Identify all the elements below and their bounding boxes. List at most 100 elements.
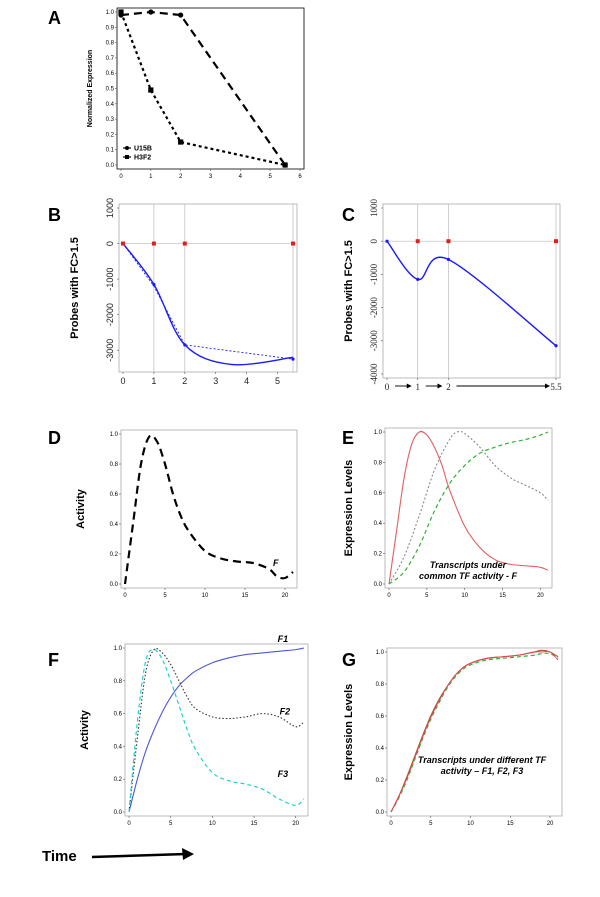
chart-d: 0.0 0.2 0.4 0.6 0.8 1.0 0 5 10 15 20 Activity F: [75, 429, 298, 599]
y-tick-label: 0.2: [106, 132, 115, 138]
x-tick-label: 0: [119, 174, 123, 180]
y-axis-label: Expression Levels: [343, 460, 355, 557]
y-tick-label: 0.6: [114, 712, 123, 718]
blue-point-marker: [446, 257, 451, 262]
legend-circle-marker: [125, 146, 129, 150]
series-line-h3f2: [119, 11, 286, 167]
square-marker: [282, 162, 288, 168]
y-tick-label: -3000: [105, 339, 115, 362]
plot-frame: [384, 427, 553, 589]
y-axis-label: Probes with FC>1.5: [343, 240, 355, 342]
blue-point-marker: [385, 239, 389, 243]
circle-marker: [178, 12, 184, 18]
panel-letter-a: A: [48, 8, 61, 28]
y-tick-label: -2000: [369, 297, 379, 318]
y-tick-label: 0.4: [110, 522, 119, 528]
y-tick-label: 0.8: [110, 462, 119, 468]
plot-frame: [386, 647, 563, 817]
x-tick-label: 20: [537, 593, 544, 599]
chart-a: 0.0 0.1 0.2 0.3 0.4 0.5 0.6 0.7 0.8 0.9 1.0 0 1 2 3 4 5 6…: [87, 7, 305, 180]
series-line-2: [390, 650, 559, 813]
x-tick-label: 2: [182, 376, 187, 386]
y-tick-label: 1.0: [106, 10, 115, 16]
x-tick-label: 2: [446, 382, 451, 392]
y-tick-label: 0.1: [106, 148, 115, 154]
y-tick-label: 0: [369, 238, 379, 243]
y-axis-label: Probes with FC>1.5: [69, 237, 81, 339]
red-marker: [291, 241, 295, 246]
curve-label-f1: F1: [278, 634, 289, 644]
series-line-f3: [128, 649, 305, 813]
x-tick-label: 1: [151, 376, 156, 386]
curve-label-f3: F3: [278, 769, 289, 779]
y-tick-label: 0: [105, 241, 115, 246]
series-line-1: [390, 652, 559, 813]
y-tick-label: 0.6: [374, 491, 383, 497]
series-line-u15b: [120, 10, 286, 166]
y-tick-label: -3000: [369, 330, 379, 351]
y-tick-label: 0.6: [110, 492, 119, 498]
y-tick-label: 0.2: [114, 777, 123, 783]
annotation-text: Transcripts under different TF activity –…: [418, 755, 547, 776]
y-tick-label: -1000: [369, 263, 379, 284]
plot-frame: [124, 643, 309, 817]
plot-frame: [118, 203, 298, 373]
series-line-1: [122, 243, 294, 360]
legend-label: H3F2: [134, 155, 151, 162]
chart-f: 0.0 0.2 0.4 0.6 0.8 1.0 0 5 10 15 20 Activity F1 F2 F3: [79, 634, 309, 827]
panel-letter-f: F: [48, 650, 59, 670]
y-tick-label: -4000: [369, 363, 379, 384]
y-tick-label: 0.4: [376, 746, 385, 752]
x-tick-label: 5: [275, 376, 280, 386]
x-tick-label: 0: [127, 821, 131, 827]
y-tick-label: 1.0: [376, 650, 385, 656]
chart-b: 1000 0 -1000 -2000 -3000 0 1 2 3 4 5 Probes with FC…: [69, 198, 298, 386]
y-tick-label: 1.0: [374, 430, 383, 436]
red-marker: [415, 239, 420, 244]
y-tick-label: 1000: [105, 198, 115, 218]
plot-frame: [120, 429, 298, 589]
axis-arrow-head: [406, 383, 412, 389]
x-tick-label: 3: [213, 376, 218, 386]
legend-square-marker: [125, 155, 129, 159]
x-tick-label: 2: [179, 174, 183, 180]
series-line-0: [122, 243, 294, 366]
series-line-0: [390, 649, 559, 813]
y-tick-label: 0.4: [106, 102, 115, 108]
y-tick-label: 0.6: [106, 71, 115, 77]
square-marker: [148, 87, 154, 93]
y-tick-label: 0.7: [106, 56, 115, 62]
axis-arrow-head: [437, 383, 443, 389]
chart-c: 1000 0 -1000 -2000 -3000 -4000 0 1 2 5.5 Probes wi…: [343, 199, 562, 393]
y-axis-label: Expression Levels: [343, 684, 355, 781]
x-tick-label: 0: [385, 382, 390, 392]
x-tick-label: 10: [209, 821, 216, 827]
blue-point-marker: [416, 277, 420, 281]
chart-g: 0.0 0.2 0.4 0.6 0.8 1.0 0 5 10 15 20 Expression Lev…: [343, 647, 563, 827]
x-tick-label: 6: [298, 174, 302, 180]
x-tick-label: 15: [242, 593, 249, 599]
y-axis-label: Activity: [79, 709, 91, 750]
y-tick-label: 0.9: [106, 25, 115, 31]
red-marker: [121, 241, 125, 246]
x-tick-label: 1: [415, 382, 420, 392]
series-line-0: [386, 240, 557, 347]
square-marker: [118, 9, 124, 15]
x-tick-label: 5: [163, 593, 167, 599]
red-marker: [182, 241, 187, 246]
series-line-f1: [128, 647, 305, 813]
y-tick-label: 0.8: [376, 682, 385, 688]
y-tick-label: 0.5: [106, 87, 115, 93]
y-tick-label: 0.4: [114, 744, 123, 750]
x-tick-label: 5: [268, 174, 272, 180]
x-tick-label: 4: [239, 174, 243, 180]
x-tick-label: 10: [461, 593, 468, 599]
chart-e: 0.0 0.2 0.4 0.6 0.8 1.0 0 5 10 15 20 Expression Lev…: [343, 427, 553, 599]
series-line-1: [388, 430, 549, 585]
blue-point-marker: [152, 282, 156, 287]
series-line-0: [388, 430, 549, 585]
x-tick-label: 10: [202, 593, 209, 599]
blue-point-marker: [554, 344, 558, 348]
x-tick-label: 10: [467, 821, 474, 827]
x-tick-label: 1: [149, 174, 153, 180]
